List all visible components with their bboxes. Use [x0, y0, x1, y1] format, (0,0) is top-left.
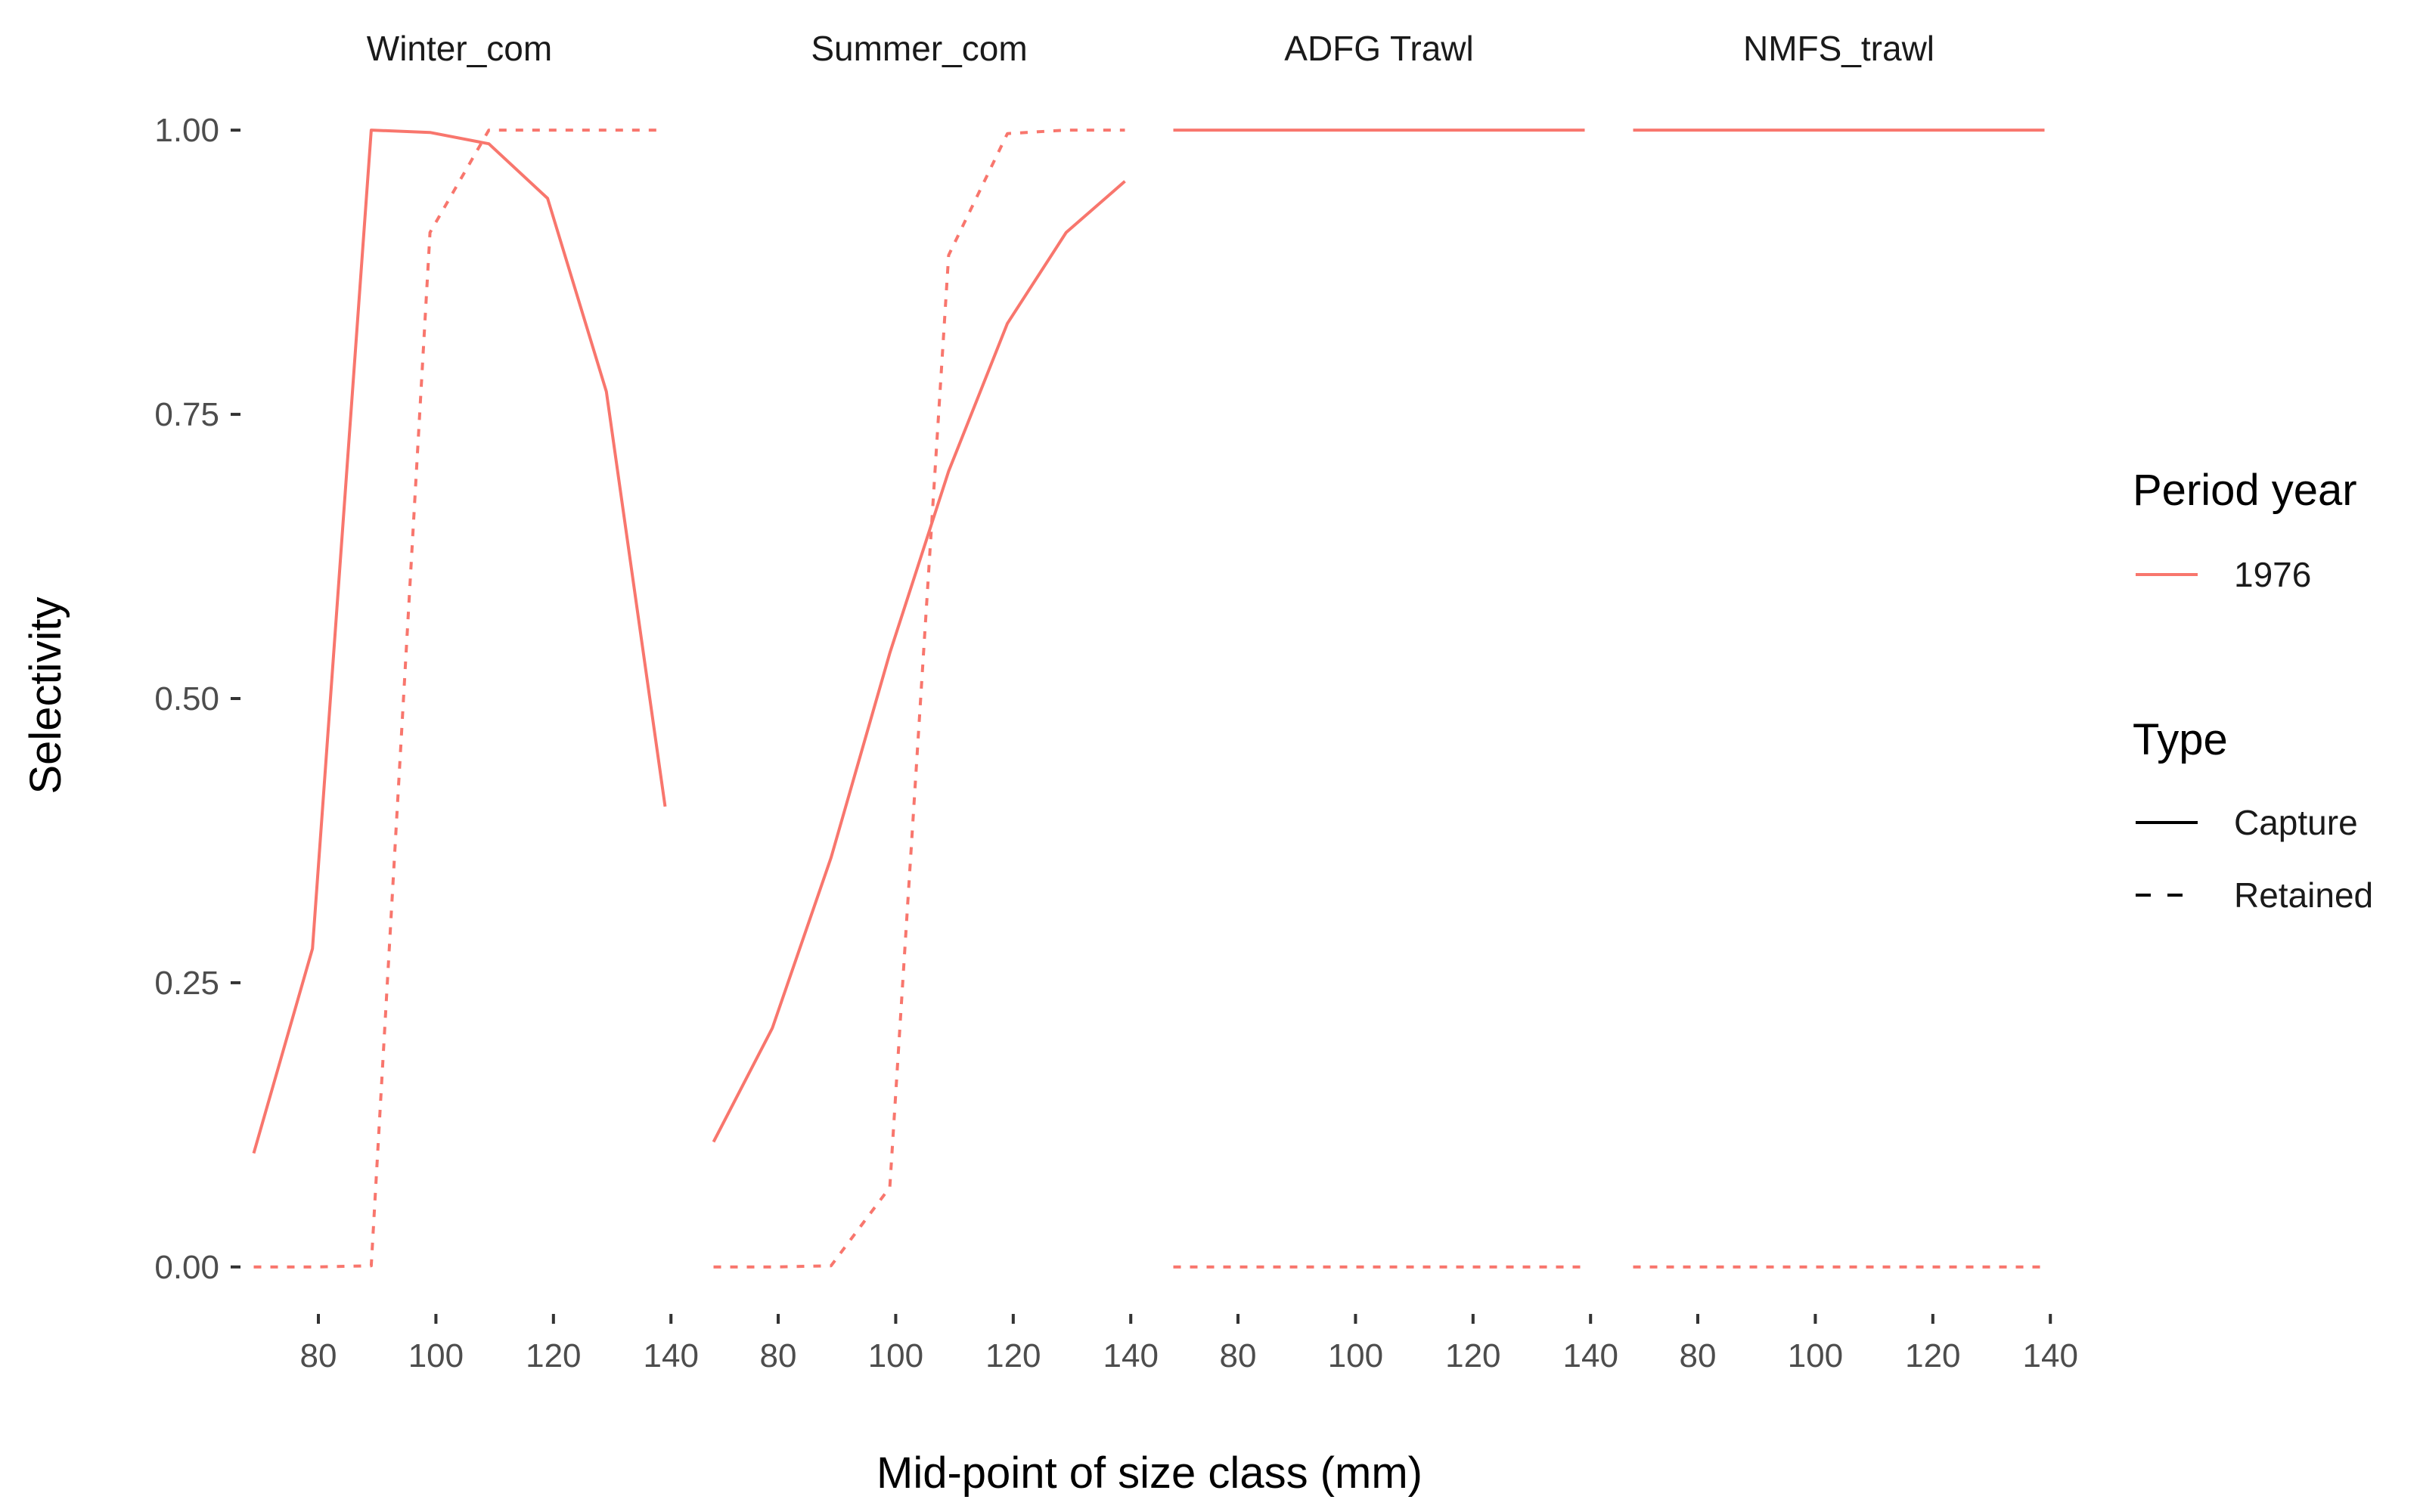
y-tick-label: 0.50	[154, 680, 219, 717]
x-axis-title: Mid-point of size class (mm)	[876, 1448, 1423, 1498]
legend-title-type: Type	[2133, 715, 2228, 764]
facet-title: Winter_com	[367, 29, 552, 68]
facet-title: NMFS_trawl	[1743, 29, 1934, 68]
facet-title: Summer_com	[811, 29, 1027, 68]
x-tick-label: 140	[2023, 1337, 2078, 1374]
x-tick-label: 140	[1563, 1337, 1618, 1374]
x-tick-label: 100	[408, 1337, 464, 1374]
facet-panel: ADFG Trawl 80 100 120 140	[1173, 29, 1618, 1374]
facet-panel: Summer_com 80 100 120 140	[712, 29, 1159, 1374]
x-tick-label: 120	[1905, 1337, 1960, 1374]
y-tick-label: 0.25	[154, 965, 219, 1002]
x-tick-label: 100	[1788, 1337, 1843, 1374]
x-tick-label: 120	[985, 1337, 1041, 1374]
series-line-retained	[253, 129, 666, 1269]
y-axis: 0.00 0.25 0.50 0.75 1.00	[154, 112, 240, 1286]
x-tick-label: 80	[1680, 1337, 1717, 1374]
x-tick-label: 120	[526, 1337, 581, 1374]
x-tick-label: 100	[1328, 1337, 1383, 1374]
legend-label-year: 1976	[2234, 555, 2311, 594]
x-tick-label: 120	[1445, 1337, 1500, 1374]
x-tick-label: 80	[1220, 1337, 1257, 1374]
x-tick-label: 140	[1103, 1337, 1159, 1374]
legend-title-period-year: Period year	[2133, 466, 2357, 515]
series-line-retained	[713, 129, 1125, 1269]
series-line-capture	[712, 180, 1126, 1143]
facet-panels: Winter_com 80 100 120 140 Summer_com 80 100 120 1…	[252, 29, 2078, 1374]
x-tick-label: 100	[868, 1337, 923, 1374]
legend-label-retained: Retained	[2234, 875, 2373, 915]
series-line-capture	[252, 129, 667, 1154]
y-tick-label: 1.00	[154, 112, 219, 149]
x-tick-label: 80	[760, 1337, 797, 1374]
y-axis-title: Selectivity	[21, 596, 70, 794]
facet-title: ADFG Trawl	[1284, 29, 1473, 68]
legend-label-capture: Capture	[2234, 803, 2358, 842]
y-tick-label: 0.75	[154, 396, 219, 433]
x-tick-label: 80	[300, 1337, 337, 1374]
y-tick-label: 0.00	[154, 1249, 219, 1286]
facet-panel: NMFS_trawl 80 100 120 140	[1633, 29, 2078, 1374]
facet-panel: Winter_com 80 100 120 140	[252, 29, 699, 1374]
x-tick-label: 140	[644, 1337, 699, 1374]
